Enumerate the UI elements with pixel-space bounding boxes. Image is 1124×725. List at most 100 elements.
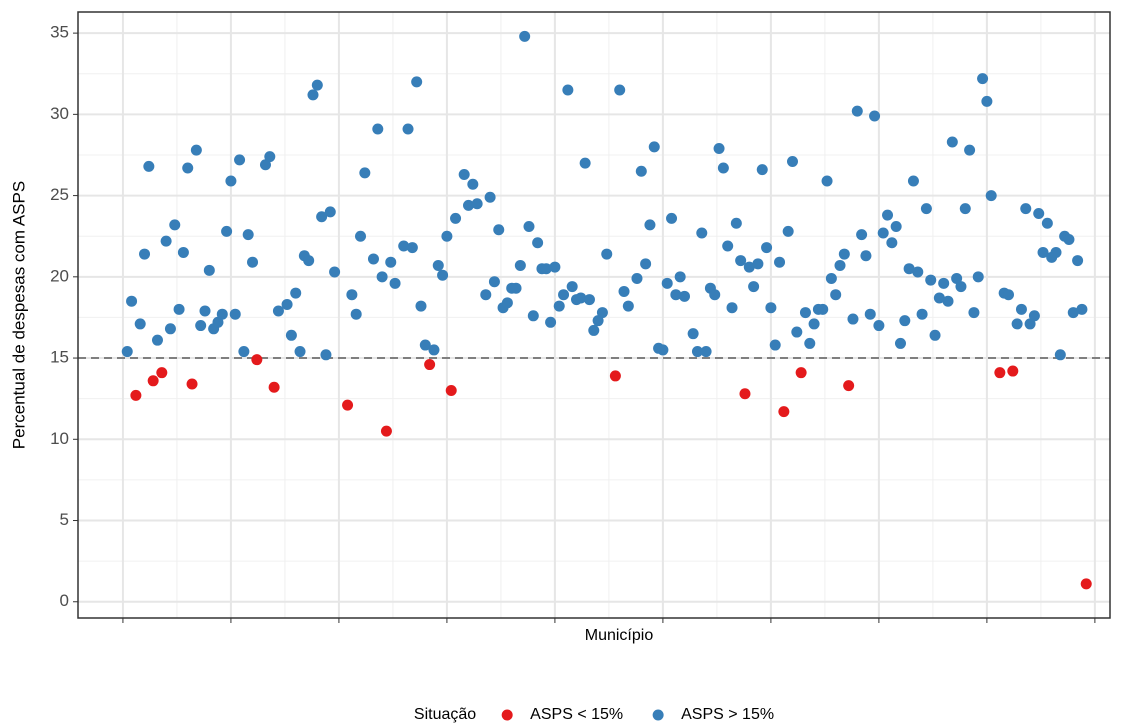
data-point bbox=[912, 266, 924, 278]
data-point bbox=[212, 316, 224, 328]
data-point bbox=[1033, 207, 1045, 219]
data-point bbox=[743, 261, 755, 273]
data-point bbox=[722, 240, 734, 252]
data-point bbox=[458, 168, 470, 180]
data-point bbox=[264, 151, 276, 163]
data-point bbox=[756, 164, 768, 176]
data-point bbox=[143, 160, 155, 172]
data-point bbox=[977, 73, 989, 85]
data-point bbox=[592, 315, 604, 327]
data-point bbox=[238, 346, 250, 358]
data-point bbox=[631, 272, 643, 284]
data-point bbox=[1050, 246, 1062, 258]
data-point bbox=[856, 229, 868, 241]
data-point bbox=[428, 344, 440, 356]
data-point bbox=[389, 277, 401, 289]
data-point bbox=[1037, 246, 1049, 258]
data-point bbox=[450, 212, 462, 224]
data-point bbox=[791, 326, 803, 338]
data-point bbox=[259, 159, 271, 171]
data-point bbox=[882, 209, 894, 221]
data-point bbox=[674, 271, 686, 283]
data-point bbox=[272, 305, 284, 317]
data-point bbox=[177, 246, 189, 258]
y-axis-label: Percentual de despesas com ASPS bbox=[9, 181, 28, 449]
data-point bbox=[441, 230, 453, 242]
data-point bbox=[778, 406, 790, 418]
data-point bbox=[199, 305, 211, 317]
y-tick-label: 0 bbox=[60, 591, 69, 610]
data-point bbox=[657, 344, 669, 356]
data-point bbox=[869, 110, 881, 122]
data-point bbox=[864, 308, 876, 320]
data-point bbox=[1024, 318, 1036, 330]
data-point bbox=[955, 281, 967, 293]
data-point bbox=[575, 292, 587, 304]
data-point bbox=[886, 237, 898, 249]
data-point bbox=[761, 242, 773, 254]
data-point bbox=[156, 367, 168, 379]
data-point bbox=[139, 248, 151, 260]
data-point bbox=[877, 227, 889, 239]
data-point bbox=[700, 346, 712, 358]
data-point bbox=[748, 281, 760, 293]
data-point bbox=[346, 289, 358, 301]
data-point bbox=[372, 123, 384, 135]
data-point bbox=[445, 385, 457, 397]
legend: Situação ASPS < 15% ASPS > 15% bbox=[414, 706, 774, 723]
data-point bbox=[519, 30, 531, 42]
data-point bbox=[609, 370, 621, 382]
data-point bbox=[929, 329, 941, 341]
data-point bbox=[419, 339, 431, 351]
data-point bbox=[471, 198, 483, 210]
data-point bbox=[583, 294, 595, 306]
data-point bbox=[160, 235, 172, 247]
data-point bbox=[890, 220, 902, 232]
data-point bbox=[424, 359, 436, 371]
data-point bbox=[234, 154, 246, 166]
data-point bbox=[527, 310, 539, 322]
data-point bbox=[225, 175, 237, 187]
data-point bbox=[329, 266, 341, 278]
data-point bbox=[359, 167, 371, 179]
data-point bbox=[1054, 349, 1066, 361]
data-point bbox=[294, 346, 306, 358]
data-point bbox=[938, 277, 950, 289]
data-point bbox=[350, 308, 362, 320]
data-point bbox=[285, 329, 297, 341]
data-point bbox=[415, 300, 427, 312]
data-point bbox=[510, 282, 522, 294]
legend-title: Situação bbox=[414, 706, 476, 723]
data-point bbox=[899, 315, 911, 327]
data-point bbox=[618, 285, 630, 297]
data-point bbox=[411, 76, 423, 88]
data-point bbox=[830, 289, 842, 301]
data-point bbox=[1080, 578, 1092, 590]
data-point bbox=[182, 162, 194, 174]
data-point bbox=[380, 425, 392, 437]
data-point bbox=[873, 320, 885, 332]
data-point bbox=[614, 84, 626, 96]
data-point bbox=[739, 388, 751, 400]
data-point bbox=[558, 289, 570, 301]
data-point bbox=[644, 219, 656, 231]
data-point bbox=[480, 289, 492, 301]
data-point bbox=[169, 219, 181, 231]
plot-panel bbox=[78, 12, 1110, 618]
data-point bbox=[713, 142, 725, 154]
data-point bbox=[920, 203, 932, 215]
data-point bbox=[843, 380, 855, 392]
y-tick-label: 35 bbox=[50, 23, 69, 42]
data-point bbox=[151, 334, 163, 346]
data-point bbox=[173, 303, 185, 315]
data-point bbox=[195, 320, 207, 332]
data-point bbox=[130, 389, 142, 401]
data-point bbox=[666, 212, 678, 224]
data-point bbox=[752, 258, 764, 270]
data-point bbox=[1063, 233, 1075, 245]
data-point bbox=[553, 300, 565, 312]
data-point bbox=[540, 263, 552, 275]
data-point bbox=[596, 307, 608, 319]
data-point bbox=[579, 157, 591, 169]
data-point bbox=[696, 227, 708, 239]
